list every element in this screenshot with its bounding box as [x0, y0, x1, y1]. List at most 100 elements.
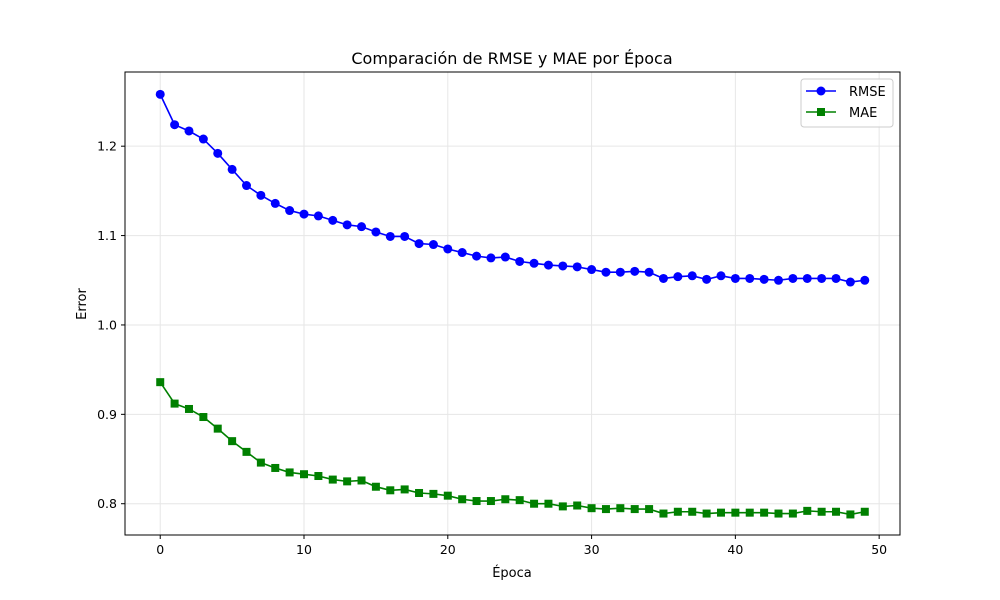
mae-point — [558, 502, 567, 511]
mae-point — [601, 505, 610, 514]
y-tick-label: 1.2 — [97, 139, 117, 154]
rmse-point — [227, 164, 237, 174]
rmse-point — [400, 231, 410, 241]
mae-point — [458, 495, 467, 504]
plot-frame — [124, 71, 901, 536]
mae-point — [788, 509, 797, 518]
rmse-point — [673, 272, 683, 282]
rmse-point — [687, 271, 697, 281]
mae-point — [544, 499, 553, 508]
rmse-point — [615, 267, 625, 277]
mae-point — [486, 497, 495, 506]
plot-area — [125, 72, 900, 535]
mae-series — [156, 378, 869, 519]
mae-point — [702, 509, 711, 518]
mae-point — [328, 475, 337, 484]
mae-point — [832, 507, 841, 516]
rmse-point — [342, 220, 352, 230]
rmse-point — [385, 231, 395, 241]
rmse-point — [745, 273, 755, 283]
series-layer — [155, 89, 870, 519]
rmse-point — [730, 273, 740, 283]
rmse-point — [428, 240, 438, 250]
mae-point — [213, 424, 222, 433]
legend: RMSE MAE — [800, 78, 894, 128]
rmse-point — [457, 248, 467, 258]
mae-point — [731, 508, 740, 517]
mae-point — [371, 482, 380, 491]
x-axis-ticks: 0 10 20 30 40 50 — [156, 535, 887, 557]
legend-mae-label: MAE — [849, 106, 877, 121]
mae-point — [860, 507, 869, 516]
rmse-point — [572, 262, 582, 272]
rmse-point — [443, 244, 453, 254]
mae-point — [530, 499, 539, 508]
rmse-point — [702, 274, 712, 284]
mae-point — [415, 488, 424, 497]
rmse-point — [285, 206, 295, 216]
mae-point — [256, 458, 265, 467]
rmse-point — [630, 266, 640, 276]
x-tick-label: 40 — [727, 542, 743, 557]
rmse-point — [845, 277, 855, 287]
mae-point — [716, 508, 725, 517]
rmse-point — [587, 265, 597, 275]
x-tick-label: 10 — [296, 542, 312, 557]
y-tick-label: 1.0 — [97, 317, 117, 332]
rmse-point — [213, 148, 223, 158]
mae-point — [645, 505, 654, 514]
rmse-point — [299, 209, 309, 219]
mae-point — [242, 447, 251, 456]
mae-point — [314, 472, 323, 481]
rmse-point — [270, 198, 280, 208]
mae-point — [616, 504, 625, 513]
rmse-point — [198, 134, 208, 144]
mae-point — [630, 505, 639, 514]
rmse-point — [529, 258, 539, 268]
chart-title: Comparación de RMSE y MAE por Época — [351, 49, 672, 68]
mae-point — [587, 504, 596, 513]
rmse-point — [774, 275, 784, 285]
x-tick-label: 20 — [440, 542, 456, 557]
mae-point — [817, 507, 826, 516]
rmse-point — [788, 273, 798, 283]
x-tick-label: 50 — [871, 542, 887, 557]
mae-point — [472, 497, 481, 506]
mae-point — [501, 495, 510, 504]
mae-point — [285, 468, 294, 477]
y-axis-label: Error — [75, 288, 90, 320]
rmse-point — [414, 239, 424, 249]
rmse-point — [543, 260, 553, 270]
rmse-point — [759, 274, 769, 284]
mae-point — [228, 437, 237, 446]
mae-point — [745, 508, 754, 517]
mae-point — [343, 477, 352, 486]
rmse-point — [601, 267, 611, 277]
rmse-point — [860, 275, 870, 285]
rmse-point — [500, 252, 510, 262]
rmse-point — [515, 256, 525, 266]
grid — [125, 72, 900, 535]
mae-point — [803, 506, 812, 515]
rmse-point — [658, 273, 668, 283]
rmse-point — [817, 273, 827, 283]
mae-point — [184, 404, 193, 413]
rmse-point — [357, 222, 367, 232]
rmse-point — [241, 181, 251, 191]
mae-point — [271, 463, 280, 472]
mae-point — [774, 509, 783, 518]
legend-rmse-marker — [816, 86, 826, 96]
mae-point — [673, 507, 682, 516]
mae-point — [443, 491, 452, 500]
mae-point — [170, 399, 179, 408]
mae-point — [300, 470, 309, 479]
x-axis-label: Época — [492, 565, 532, 581]
x-tick-label: 30 — [584, 542, 600, 557]
mae-point — [659, 509, 668, 518]
mae-point — [386, 486, 395, 495]
legend-rmse-label: RMSE — [849, 85, 886, 100]
y-tick-label: 0.8 — [97, 496, 117, 511]
legend-mae-marker — [817, 108, 825, 116]
mae-point — [199, 413, 208, 422]
